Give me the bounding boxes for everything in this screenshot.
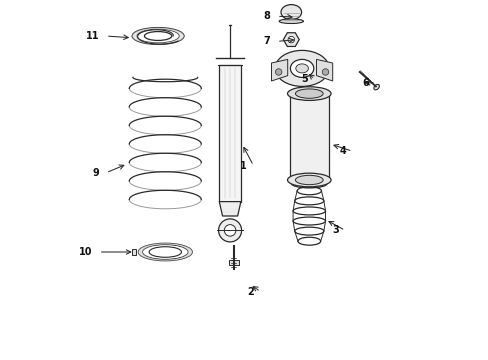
Text: 7: 7 [263,36,270,46]
Polygon shape [132,28,183,44]
Ellipse shape [295,64,308,73]
Circle shape [303,180,307,185]
Ellipse shape [290,59,313,77]
Circle shape [308,180,312,184]
Circle shape [308,183,312,188]
Polygon shape [271,59,287,81]
Polygon shape [228,260,238,265]
Polygon shape [219,65,241,202]
Text: 8: 8 [263,11,270,21]
Ellipse shape [275,50,328,86]
Text: 5: 5 [301,74,307,84]
Polygon shape [219,202,241,216]
Ellipse shape [291,179,326,188]
Ellipse shape [287,173,330,187]
Ellipse shape [295,89,323,98]
Ellipse shape [281,5,301,20]
Circle shape [311,181,315,186]
Circle shape [322,69,328,75]
Ellipse shape [373,84,379,90]
Circle shape [218,219,241,242]
Text: 2: 2 [247,287,254,297]
Polygon shape [132,249,136,255]
Ellipse shape [287,87,330,100]
Polygon shape [289,94,328,180]
Text: 1: 1 [240,161,246,171]
Polygon shape [138,243,192,261]
Text: 11: 11 [86,31,99,41]
Text: 4: 4 [339,146,346,156]
Circle shape [224,225,235,236]
Text: 6: 6 [362,78,368,88]
Ellipse shape [279,19,303,23]
Polygon shape [283,33,299,46]
Polygon shape [316,59,332,81]
Text: 3: 3 [331,225,338,235]
Text: 10: 10 [79,247,92,257]
Circle shape [275,69,282,75]
Ellipse shape [295,175,323,185]
Circle shape [287,36,294,43]
Circle shape [303,183,307,187]
Text: 9: 9 [93,168,99,178]
